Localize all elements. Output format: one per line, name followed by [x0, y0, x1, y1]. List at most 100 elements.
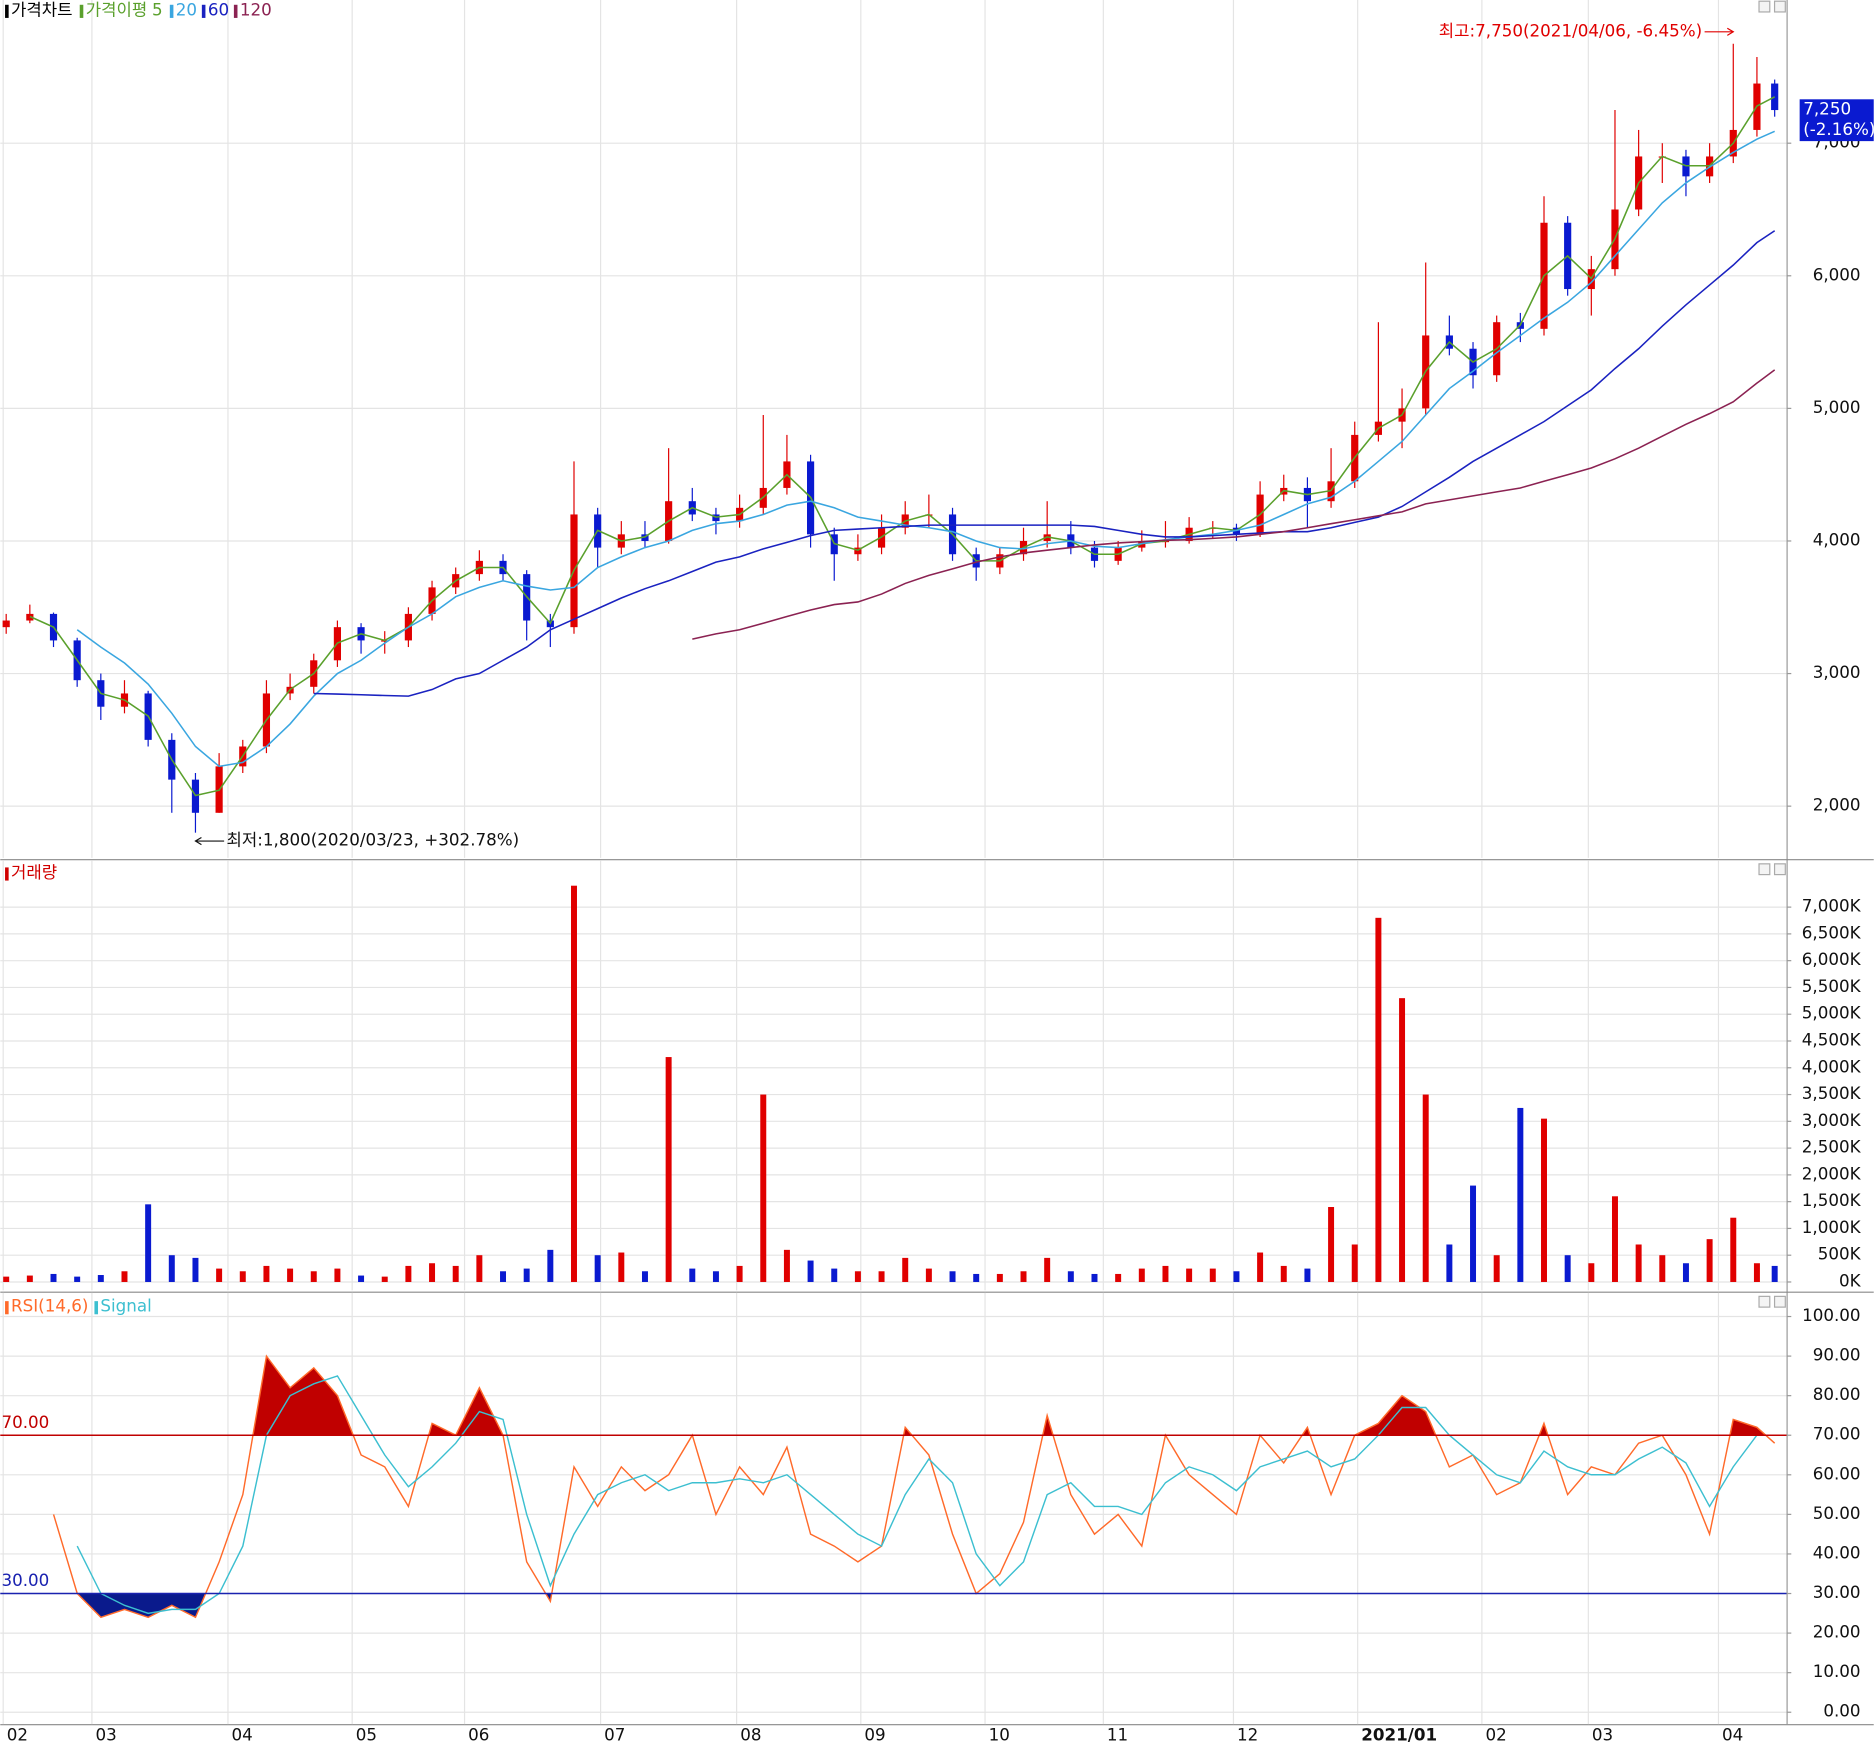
- panel: 0K 500K 1,000K 1,500K 2,000K 2,500K 3,000K 3,50…: [0, 860, 1862, 1290]
- legend-label: Signal: [100, 1296, 151, 1316]
- volume-bar: [760, 1094, 767, 1282]
- y-tick-label: 2,000: [1813, 795, 1861, 815]
- moving-average: [29, 96, 1776, 797]
- volume-bar: [168, 1255, 175, 1282]
- y-tick-label: 30.00: [1813, 1582, 1861, 1602]
- volume-bar: [925, 1268, 932, 1282]
- volume-bar: [429, 1263, 436, 1282]
- x-tick-label: 12: [1237, 1725, 1258, 1745]
- volume-bar: [1541, 1118, 1547, 1282]
- volume-bar: [1564, 1255, 1571, 1282]
- y-tick-label: 60.00: [1813, 1463, 1861, 1483]
- volume-bar: [1209, 1268, 1216, 1282]
- volume-bar: [1635, 1244, 1642, 1282]
- volume-bar: [1067, 1271, 1074, 1282]
- volume-bar: [26, 1275, 33, 1282]
- legend-marker: [169, 4, 174, 18]
- volume-bar: [949, 1271, 956, 1282]
- close-button[interactable]: [1773, 863, 1786, 876]
- arrow-head: [194, 836, 202, 846]
- volume-bar: [1091, 1273, 1098, 1282]
- y-tick-label: 500K: [1818, 1244, 1862, 1264]
- volume-bar: [712, 1271, 719, 1282]
- y-tick-label: 90.00: [1813, 1345, 1861, 1365]
- volume-bar: [1115, 1273, 1122, 1282]
- volume-bar: [1517, 1107, 1524, 1282]
- close-button[interactable]: [1773, 1295, 1786, 1308]
- volume-bar: [665, 1057, 672, 1282]
- moving-average: [313, 230, 1776, 697]
- minimize-button[interactable]: [1758, 0, 1771, 13]
- overbought-fill: [252, 1356, 1766, 1436]
- last-price: 7,250: [1803, 99, 1851, 119]
- x-tick-label: 2021/01: [1361, 1725, 1437, 1745]
- volume-bar: [783, 1249, 790, 1282]
- volume-bar: [334, 1268, 341, 1282]
- y-tick-label: 3,000K: [1802, 1110, 1862, 1130]
- volume-bar: [854, 1271, 861, 1282]
- volume-bar: [287, 1268, 294, 1282]
- volume-bar: [1422, 1094, 1429, 1282]
- y-tick-label: 40.00: [1813, 1542, 1861, 1562]
- x-tick-label: 09: [864, 1725, 885, 1745]
- volume-bar: [1020, 1271, 1027, 1282]
- y-tick-label: 4,000K: [1802, 1056, 1862, 1076]
- y-tick-label: 2,000K: [1802, 1163, 1862, 1183]
- y-tick-label: 6,000K: [1802, 949, 1862, 969]
- volume-bar: [1399, 998, 1406, 1282]
- volume-bar: [50, 1273, 57, 1282]
- volume-bar: [618, 1252, 625, 1282]
- volume-bar: [1138, 1268, 1145, 1282]
- volume-bar: [973, 1273, 980, 1282]
- volume-bar: [381, 1276, 388, 1282]
- x-tick-label: 03: [1592, 1725, 1613, 1745]
- panel: 0.00 10.00 20.00 30.00 40.00 50.00 60.00 70.00 8…: [0, 1292, 1861, 1725]
- x-tick-label: 02: [7, 1725, 28, 1745]
- volume-bar: [831, 1268, 838, 1282]
- y-tick-label: 6,000: [1813, 264, 1861, 284]
- volume-bar: [1257, 1252, 1264, 1282]
- x-tick-label: 06: [468, 1725, 489, 1745]
- volume-bar: [1730, 1217, 1737, 1282]
- minimize-button[interactable]: [1758, 1295, 1771, 1308]
- arrow-head: [1726, 27, 1735, 36]
- volume-bar: [405, 1265, 412, 1282]
- x-tick-label: 05: [356, 1725, 377, 1745]
- y-tick-label: 7,000K: [1802, 896, 1862, 916]
- y-tick-label: 4,500K: [1802, 1029, 1862, 1049]
- volume-bar: [523, 1268, 530, 1282]
- min-annotation: 최저:1,800(2020/03/23, +302.78%): [227, 830, 520, 850]
- legend-marker: [5, 867, 9, 881]
- y-tick-label: 3,000: [1813, 662, 1861, 682]
- volume-bar: [736, 1265, 743, 1282]
- volume-bar: [145, 1204, 152, 1282]
- legend-label: 가격이평: [86, 0, 148, 19]
- legend-marker: [233, 4, 238, 18]
- volume-bar: [97, 1275, 104, 1282]
- volume-bar: [216, 1268, 223, 1282]
- x-tick-label: 04: [1722, 1725, 1743, 1745]
- x-tick-label: 10: [989, 1725, 1010, 1745]
- volume-bar: [996, 1273, 1003, 1282]
- volume-bar: [1375, 917, 1382, 1282]
- legend-marker: [201, 4, 206, 18]
- minimize-button[interactable]: [1758, 863, 1771, 876]
- x-tick-label: 04: [232, 1725, 253, 1745]
- volume-bar: [500, 1271, 507, 1282]
- volume-bar: [1753, 1263, 1760, 1282]
- y-tick-label: 1,000K: [1802, 1217, 1862, 1237]
- volume-bar: [807, 1260, 814, 1282]
- candle-body: [2, 620, 10, 628]
- y-tick-label: 10.00: [1813, 1661, 1861, 1681]
- x-tick-label: 11: [1107, 1725, 1128, 1745]
- x-tick-label: 03: [96, 1725, 117, 1745]
- volume-bar: [476, 1255, 483, 1282]
- volume-bar: [1470, 1185, 1477, 1282]
- volume-bar: [902, 1257, 909, 1282]
- volume-bar: [3, 1276, 10, 1282]
- close-button[interactable]: [1773, 0, 1786, 13]
- max-annotation: 최고:7,750(2021/04/06, -6.45%): [1439, 20, 1702, 40]
- legend-marker: [5, 4, 9, 18]
- volume-bar: [547, 1249, 554, 1282]
